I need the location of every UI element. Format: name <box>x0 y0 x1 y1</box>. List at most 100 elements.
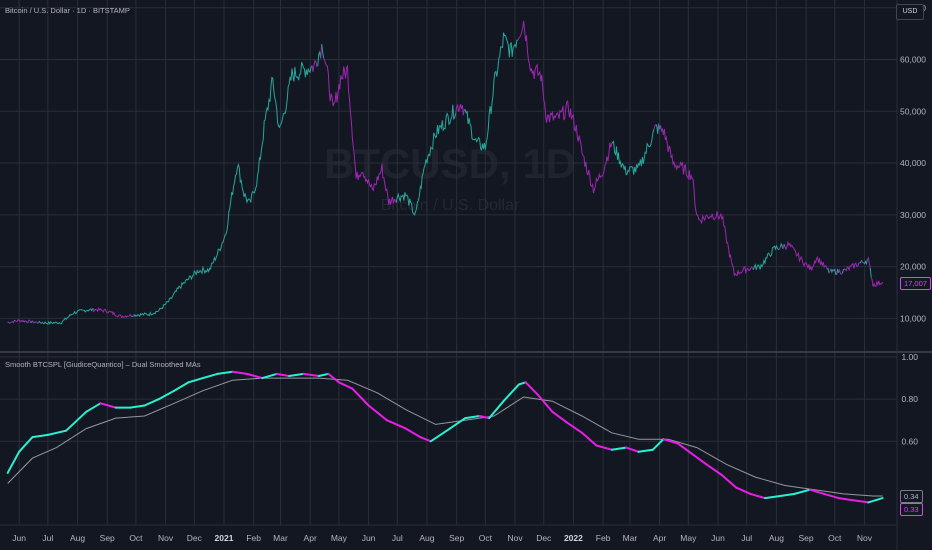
indicator-title[interactable]: Smooth BTCSPL [GiudiceQuantico] – Dual S… <box>5 360 201 369</box>
fast-ma-segment <box>448 417 467 430</box>
x-tick-label: Jul <box>741 533 752 543</box>
x-tick-label: Sep <box>449 533 464 543</box>
price-line-segment <box>864 259 868 266</box>
price-line-segment <box>395 104 457 216</box>
x-tick-label: Mar <box>273 533 288 543</box>
fast-ma-segment <box>288 372 305 377</box>
oscillator-axis[interactable]: 0.60 0.80 1.00 <box>901 352 918 446</box>
price-line-segment <box>830 268 834 274</box>
fast-ma-segment <box>808 488 826 495</box>
slow-value-tag: 0.34 <box>900 490 923 503</box>
vertical-gridlines <box>18 0 865 525</box>
price-line-segment <box>14 319 16 322</box>
y-tick-label: 20,000 <box>900 262 926 272</box>
price-line-segment <box>25 320 28 323</box>
fast-ma-segment <box>216 370 234 375</box>
osc-y-tick-label: 0.60 <box>901 436 918 446</box>
price-line-segment <box>321 44 325 59</box>
price-line-segment <box>23 320 26 323</box>
fast-ma-segment <box>385 419 407 430</box>
fast-ma-segment <box>419 436 432 443</box>
x-tick-label: Mar <box>623 533 638 543</box>
fast-ma-segment <box>517 381 527 386</box>
x-tick-label: 2021 <box>215 533 234 543</box>
price-line-segment <box>311 59 319 72</box>
price-line-segment <box>861 259 863 263</box>
fast-ma-segment <box>46 429 68 436</box>
fast-ma-segment <box>173 381 190 392</box>
x-tick-label: Apr <box>653 533 666 543</box>
fast-ma-segment <box>18 436 34 453</box>
x-tick-label: Nov <box>857 533 873 543</box>
price-axis[interactable]: 10,00020,00030,00040,00050,00060,00070,0… <box>900 3 926 324</box>
fast-ma-segment <box>581 431 598 447</box>
y-tick-label: 50,000 <box>900 106 926 116</box>
currency-button[interactable]: USD <box>896 4 924 20</box>
price-line-segment <box>870 277 884 287</box>
fast-ma-segment <box>478 415 491 420</box>
x-tick-label: Nov <box>507 533 523 543</box>
fast-ma-segment <box>201 372 219 380</box>
price-line-segment <box>783 244 786 248</box>
price-line-segment <box>464 32 518 152</box>
fast-ma-segment <box>65 410 88 432</box>
price-line-segment <box>838 268 843 275</box>
symbol-title[interactable]: Bitcoin / U.S. Dollar · 1D · BITSTAMP <box>5 6 130 15</box>
price-line-segment <box>517 20 613 194</box>
x-tick-label: Oct <box>479 533 493 543</box>
y-tick-label: 30,000 <box>900 210 926 220</box>
oscillator-gridlines <box>0 356 897 442</box>
x-tick-label: Feb <box>246 533 261 543</box>
price-line-segment <box>26 319 32 324</box>
price-line-segment <box>866 256 871 269</box>
fast-ma-segment <box>691 452 708 466</box>
price-line-segment <box>779 242 784 250</box>
price-line-segment <box>660 125 754 277</box>
fast-ma-segment <box>404 427 422 439</box>
price-line-segment <box>844 262 860 272</box>
fast-ma-segment <box>595 444 613 451</box>
price-line-segment <box>92 307 96 313</box>
x-tick-label: Feb <box>596 533 611 543</box>
price-line-segment <box>38 307 94 326</box>
x-tick-label: Dec <box>187 533 203 543</box>
last-price-tag: 17,007 <box>900 277 931 290</box>
x-tick-label: Nov <box>158 533 174 543</box>
x-tick-label: Dec <box>536 533 552 543</box>
price-line-segment <box>778 247 781 250</box>
time-axis[interactable]: Jun Jul Aug Sep Oct Nov Dec 2021 Feb Mar Apr May Jun… <box>12 533 872 543</box>
watermark-symbol: BTCUSD, 1D <box>324 140 576 187</box>
fast-ma-segment <box>662 438 679 445</box>
price-line-segment <box>611 129 655 176</box>
price-line-segment <box>133 62 313 318</box>
x-tick-label: Jul <box>392 533 403 543</box>
x-tick-label: Jul <box>42 533 53 543</box>
fast-ma-segment <box>85 402 102 413</box>
fast-ma-segment <box>651 438 665 451</box>
fast-ma-segment <box>429 427 451 443</box>
fast-ma-segment <box>317 372 330 377</box>
fast-ma-segment <box>261 372 278 380</box>
price-line-segment <box>784 240 828 272</box>
price-line-segment <box>653 124 657 130</box>
x-tick-label: Aug <box>769 533 784 543</box>
x-tick-label: Oct <box>828 533 842 543</box>
x-tick-label: Jun <box>12 533 26 543</box>
price-line-segment <box>752 244 780 270</box>
fast-ma-segment <box>231 370 248 375</box>
price-line-segment <box>826 267 830 274</box>
price-line-segment <box>35 321 38 324</box>
fast-ma-segment <box>793 488 811 495</box>
price-line-segment <box>828 268 832 274</box>
price-line-segment <box>317 50 322 66</box>
fast-ma-segment <box>157 389 176 401</box>
x-tick-label: Aug <box>70 533 85 543</box>
price-gridlines <box>0 7 897 319</box>
price-line-segment <box>8 320 15 324</box>
fast-ma-segment <box>720 474 738 489</box>
fast-ma-segment <box>351 387 370 407</box>
y-tick-label: 10,000 <box>900 313 926 323</box>
x-tick-label: Oct <box>129 533 143 543</box>
fast-ma-segment <box>625 446 640 453</box>
